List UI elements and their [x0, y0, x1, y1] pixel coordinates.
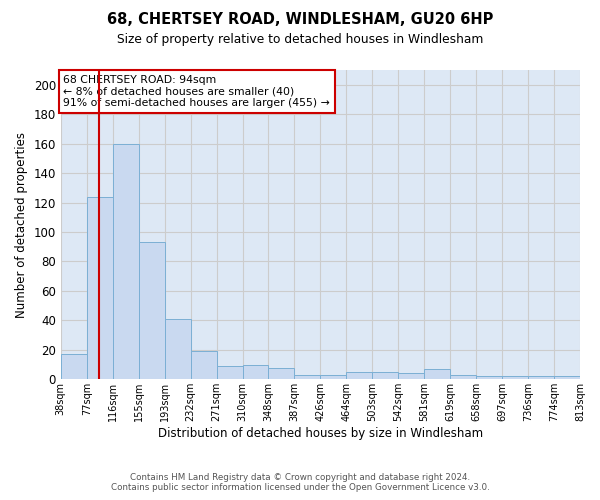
- Bar: [320, 375, 346, 380]
- Text: Size of property relative to detached houses in Windlesham: Size of property relative to detached ho…: [117, 32, 483, 46]
- Bar: [191, 352, 217, 380]
- Y-axis label: Number of detached properties: Number of detached properties: [15, 132, 28, 318]
- Text: 68 CHERTSEY ROAD: 94sqm
← 8% of detached houses are smaller (40)
91% of semi-det: 68 CHERTSEY ROAD: 94sqm ← 8% of detached…: [64, 74, 330, 108]
- Bar: [164, 319, 191, 380]
- Bar: [242, 364, 268, 380]
- Bar: [217, 366, 242, 380]
- Bar: [554, 376, 580, 380]
- Bar: [139, 242, 164, 380]
- Bar: [528, 376, 554, 380]
- Bar: [87, 196, 113, 380]
- Bar: [502, 376, 528, 380]
- Bar: [61, 354, 87, 380]
- Bar: [346, 372, 373, 380]
- Bar: [295, 375, 320, 380]
- Bar: [398, 374, 424, 380]
- Bar: [424, 369, 450, 380]
- Bar: [373, 372, 398, 380]
- X-axis label: Distribution of detached houses by size in Windlesham: Distribution of detached houses by size …: [158, 427, 483, 440]
- Text: 68, CHERTSEY ROAD, WINDLESHAM, GU20 6HP: 68, CHERTSEY ROAD, WINDLESHAM, GU20 6HP: [107, 12, 493, 28]
- Bar: [268, 368, 295, 380]
- Text: Contains HM Land Registry data © Crown copyright and database right 2024.
Contai: Contains HM Land Registry data © Crown c…: [110, 473, 490, 492]
- Bar: [113, 144, 139, 380]
- Bar: [450, 375, 476, 380]
- Bar: [476, 376, 502, 380]
